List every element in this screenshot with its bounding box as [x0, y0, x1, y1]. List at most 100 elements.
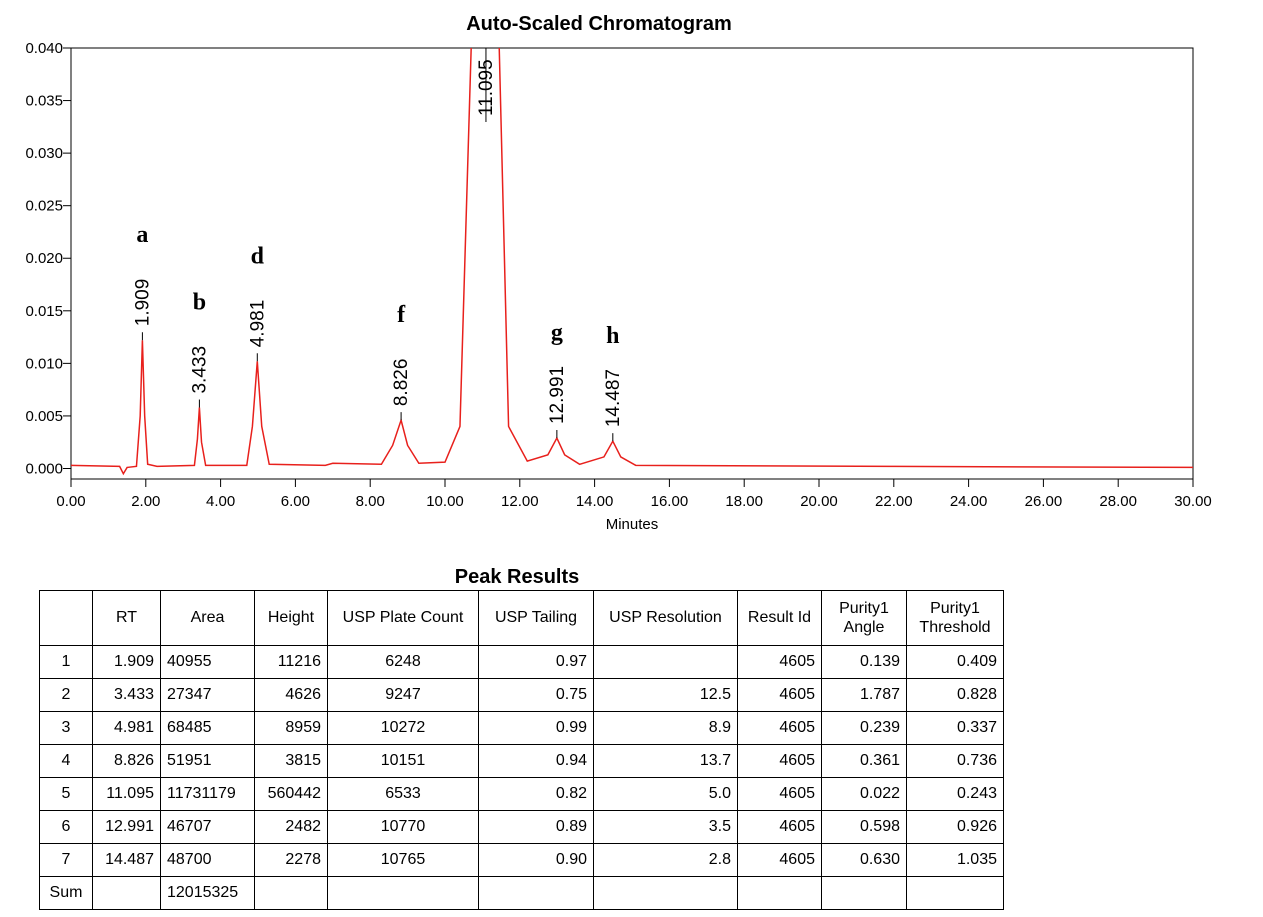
y-tick-label: 0.015	[25, 303, 63, 320]
table-row: 6 12.991 46707 2482 10770 0.89 3.5 4605 0.598 0.9…	[39, 810, 1004, 844]
table-cell: 0.75	[478, 678, 594, 712]
y-tick-label: 0.005	[25, 408, 63, 425]
peak-label: 12.991	[547, 366, 568, 424]
trace-line	[71, 48, 1193, 476]
table-row: Sum 12015325	[39, 876, 1004, 910]
y-tick-label: 0.010	[25, 355, 63, 372]
y-tick-label: 0.020	[25, 250, 63, 267]
header-cell: USP Resolution	[593, 590, 738, 646]
x-axis-label: Minutes	[606, 516, 659, 533]
x-tick-label: 10.00	[426, 493, 464, 510]
peak-letter: b	[193, 290, 206, 316]
peak-label: 8.826	[391, 359, 412, 407]
x-tick-label: 20.00	[800, 493, 838, 510]
chart: Auto-Scaled Chromatogram Minutes AU 0.00…	[0, 13, 1212, 533]
header-cell: Result Id	[737, 590, 822, 646]
table-row: 7 14.487 48700 2278 10765 0.90 2.8 4605 0.630 1.0…	[39, 843, 1004, 877]
table-cell	[737, 876, 822, 910]
y-tick-label: 0.000	[25, 460, 63, 477]
table-row: 3 4.981 68485 8959 10272 0.99 8.9 4605 0.239 0.33…	[39, 711, 1004, 745]
table-cell: 10770	[327, 810, 479, 844]
peak-label: 11.095	[476, 59, 497, 116]
table-cell: 4	[39, 744, 93, 778]
table-cell: 0.630	[821, 843, 907, 877]
y-tick-label: 0.040	[25, 40, 63, 57]
table-cell: 0.926	[906, 810, 1004, 844]
table-cell: 3.433	[92, 678, 161, 712]
table-cell: 1.787	[821, 678, 907, 712]
peak-letter: g	[551, 320, 563, 346]
table-cell: 0.97	[478, 645, 594, 679]
header-cell: Purity1 Threshold	[906, 590, 1004, 646]
table-cell	[478, 876, 594, 910]
x-tick-label: 24.00	[950, 493, 988, 510]
table-cell: 0.89	[478, 810, 594, 844]
table-cell: 12.991	[92, 810, 161, 844]
x-tick-label: 30.00	[1174, 493, 1212, 510]
table-cell: 0.243	[906, 777, 1004, 811]
table-cell: 3	[39, 711, 93, 745]
table-cell: 9247	[327, 678, 479, 712]
table-cell: 8.826	[92, 744, 161, 778]
y-tick-label: 0.025	[25, 198, 63, 215]
table-cell	[254, 876, 328, 910]
x-tick-label: 28.00	[1099, 493, 1137, 510]
table-cell: 13.7	[593, 744, 738, 778]
table-cell: 6533	[327, 777, 479, 811]
peak-letter: a	[136, 222, 148, 248]
table-cell: 0.239	[821, 711, 907, 745]
peak-label: 3.433	[189, 346, 210, 394]
peak-letter: f	[397, 302, 406, 328]
table-row: 2 3.433 27347 4626 9247 0.75 12.5 4605 1.787 0.82…	[39, 678, 1004, 712]
header-cell: Purity1 Angle	[821, 590, 907, 646]
peak-label: 1.909	[132, 279, 153, 327]
header-cell: USP Tailing	[478, 590, 594, 646]
table-cell: 4605	[737, 645, 822, 679]
table-cell: 5.0	[593, 777, 738, 811]
header-row: RT Area Height USP Plate Count USP Tailing US…	[39, 590, 1004, 646]
table-cell: 51951	[160, 744, 255, 778]
y-tick-label: 0.035	[25, 93, 63, 110]
table-row: 5 11.095 11731179 560442 6533 0.82 5.0 4605 0.02…	[39, 777, 1004, 811]
table-cell: 8.9	[593, 711, 738, 745]
peak-label: 14.487	[603, 369, 624, 427]
table-cell: 10272	[327, 711, 479, 745]
table-cell: 10765	[327, 843, 479, 877]
header-cell: RT	[92, 590, 161, 646]
table-cell: Sum	[39, 876, 93, 910]
table-cell: 4605	[737, 711, 822, 745]
table-cell	[821, 876, 907, 910]
table-cell: 27347	[160, 678, 255, 712]
chart-title: Auto-Scaled Chromatogram	[466, 13, 732, 35]
table-cell: 4605	[737, 678, 822, 712]
table-cell: 5	[39, 777, 93, 811]
table-cell	[92, 876, 161, 910]
table-cell: 2482	[254, 810, 328, 844]
table-cell: 0.139	[821, 645, 907, 679]
table-cell: 4605	[737, 843, 822, 877]
table-row: 4 8.826 51951 3815 10151 0.94 13.7 4605 0.361 0.7…	[39, 744, 1004, 778]
header-cell: USP Plate Count	[327, 590, 479, 646]
table-cell: 2278	[254, 843, 328, 877]
x-tick-label: 8.00	[356, 493, 385, 510]
table-cell: 0.337	[906, 711, 1004, 745]
table-cell: 6	[39, 810, 93, 844]
table-cell: 1.035	[906, 843, 1004, 877]
table-cell: 0.828	[906, 678, 1004, 712]
table-cell: 4605	[737, 777, 822, 811]
table-cell: 3815	[254, 744, 328, 778]
table-title: Peak Results	[454, 566, 580, 588]
peak-letter: d	[251, 243, 265, 269]
header-cell: Height	[254, 590, 328, 646]
plot-frame	[70, 47, 1194, 480]
peak-table: RT Area Height USP Plate Count USP Tailing US…	[39, 590, 1004, 910]
table-cell: 0.90	[478, 843, 594, 877]
table-cell	[906, 876, 1004, 910]
table-cell: 6248	[327, 645, 479, 679]
table-cell: 40955	[160, 645, 255, 679]
table-cell: 68485	[160, 711, 255, 745]
x-tick-label: 14.00	[576, 493, 614, 510]
table-cell: 12015325	[160, 876, 255, 910]
x-tick-label: 12.00	[501, 493, 539, 510]
